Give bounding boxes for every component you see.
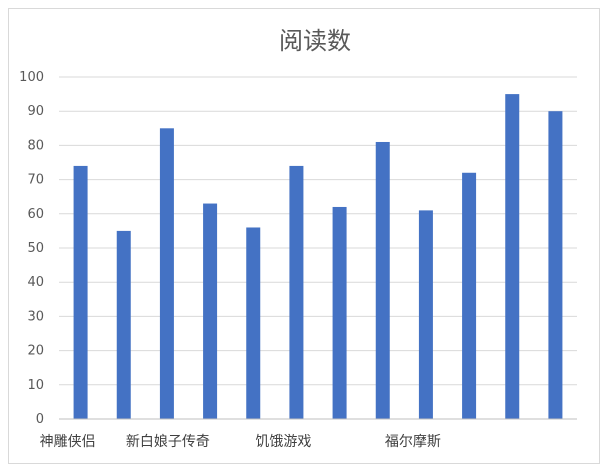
y-tick-label: 100 xyxy=(19,70,44,85)
category-label: 神雕侠侣 xyxy=(40,434,96,450)
y-tick-label: 40 xyxy=(27,275,44,290)
bar xyxy=(418,210,433,419)
watermark-text: 知乎 @我才是静静 xyxy=(469,434,585,451)
bar xyxy=(505,94,520,419)
chart-title: 阅读数 xyxy=(279,27,351,55)
y-tick-label: 30 xyxy=(27,309,44,324)
y-tick-label: 20 xyxy=(27,344,44,359)
y-tick-label: 80 xyxy=(27,138,44,153)
bar-chart: 阅读数 0 10 20 30 40 50 60 70 80 90 100 神雕侠侣 新白娘子传奇 饥饿游… xyxy=(19,27,585,451)
bar xyxy=(548,111,563,419)
y-tick-label: 70 xyxy=(27,173,44,188)
y-tick-label: 50 xyxy=(27,241,44,256)
gridlines xyxy=(59,76,577,386)
y-tick-label: 90 xyxy=(27,104,44,119)
bar xyxy=(375,141,390,420)
bar xyxy=(289,165,304,419)
bars xyxy=(73,94,563,420)
y-axis-ticks: 0 10 20 30 40 50 60 70 80 90 100 xyxy=(19,70,44,427)
bar xyxy=(116,230,131,419)
bar xyxy=(462,172,477,419)
bar xyxy=(332,206,347,419)
bar xyxy=(73,165,88,419)
bar xyxy=(159,128,174,420)
bar xyxy=(246,227,261,419)
category-labels: 神雕侠侣 新白娘子传奇 饥饿游戏 福尔摩斯 xyxy=(40,433,441,450)
category-label: 新白娘子传奇 xyxy=(126,433,210,450)
y-tick-label: 10 xyxy=(27,378,44,393)
category-label: 福尔摩斯 xyxy=(385,433,441,450)
bar xyxy=(203,203,218,419)
y-tick-label: 0 xyxy=(36,412,44,427)
y-tick-label: 60 xyxy=(27,207,44,222)
chart-frame: 阅读数 0 10 20 30 40 50 60 70 80 90 100 神雕侠侣 新白娘子传奇 饥饿游… xyxy=(8,8,600,464)
category-label: 饥饿游戏 xyxy=(255,434,311,450)
